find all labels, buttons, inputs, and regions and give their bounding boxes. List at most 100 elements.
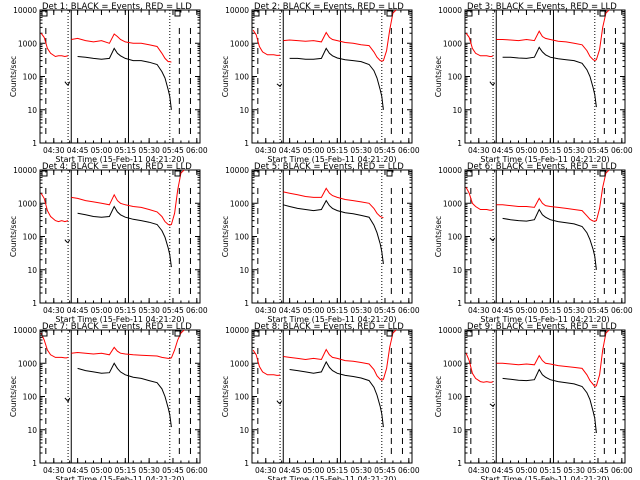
- lld-series-line: [252, 329, 397, 381]
- y-tick-label: 10000: [225, 6, 249, 15]
- x-tick-label: 05:00: [516, 306, 538, 315]
- y-tick-label: 100: [23, 73, 38, 82]
- corner-marker: [253, 170, 260, 177]
- x-axis-label: Start Time (15-Feb-11 04:21:20): [55, 475, 184, 480]
- x-tick-label: 05:45: [587, 466, 609, 475]
- corner-marker: [466, 10, 473, 17]
- x-tick-label: 05:45: [587, 306, 609, 315]
- y-tick-label: 100: [235, 233, 250, 242]
- y-tick-label: 1000: [443, 39, 462, 48]
- x-axis-label: Start Time (15-Feb-11 04:21:20): [55, 315, 184, 324]
- lld-series-line: [283, 187, 384, 219]
- x-axis-label: Start Time (15-Feb-11 04:21:20): [480, 315, 609, 324]
- x-tick-label: 06:00: [611, 146, 633, 155]
- y-tick-label: 100: [235, 73, 250, 82]
- x-tick-label: 05:00: [516, 466, 538, 475]
- x-tick-label: 06:00: [398, 466, 420, 475]
- x-tick-label: 04:45: [67, 466, 89, 475]
- detector-panel-5: Det 5: BLACK = Events, RED = LLD 1 10 100 10…: [221, 162, 420, 324]
- events-series-line: [489, 46, 597, 108]
- x-tick-label: 05:45: [374, 146, 396, 155]
- x-tick-label: 05:15: [114, 306, 136, 315]
- x-tick-label: 05:00: [91, 466, 113, 475]
- detector-panel-6: Det 6: BLACK = Events, RED = LLD 1 10 100 10…: [434, 162, 633, 324]
- x-tick-label: 04:30: [43, 466, 65, 475]
- x-tick-label: 05:15: [114, 146, 136, 155]
- lld-series-line: [40, 329, 185, 359]
- x-tick-label: 05:15: [326, 466, 348, 475]
- panel-title: Det 7: BLACK = Events, RED = LLD: [42, 322, 192, 332]
- y-tick-label: 10: [27, 266, 37, 275]
- x-tick-label: 04:45: [492, 306, 514, 315]
- y-tick-label: 10: [27, 426, 37, 435]
- x-tick-label: 06:00: [186, 306, 208, 315]
- y-tick-label: 10: [27, 106, 37, 115]
- x-tick-label: 05:45: [162, 306, 184, 315]
- detector-panel-2: Det 2: BLACK = Events, RED = LLD 1 10 100 10…: [221, 2, 420, 164]
- y-tick-label: 1: [32, 299, 37, 308]
- corner-marker: [599, 170, 606, 177]
- y-tick-label: 10: [452, 106, 462, 115]
- plot-frame: [251, 9, 413, 144]
- y-tick-label: 1: [457, 299, 462, 308]
- x-tick-label: 04:30: [468, 466, 490, 475]
- x-tick-label: 05:00: [91, 146, 113, 155]
- panel-title: Det 9: BLACK = Events, RED = LLD: [467, 322, 617, 332]
- detector-panel-7: Det 7: BLACK = Events, RED = LLD 1 10 100 10…: [9, 322, 208, 480]
- x-tick-label: 04:30: [468, 146, 490, 155]
- panel-title: Det 8: BLACK = Events, RED = LLD: [254, 322, 404, 332]
- events-series-line: [283, 199, 384, 264]
- panel-title: Det 4: BLACK = Events, RED = LLD: [42, 162, 192, 172]
- panel-title: Det 5: BLACK = Events, RED = LLD: [254, 162, 404, 172]
- y-tick-label: 100: [23, 393, 38, 402]
- y-tick-label: 10000: [13, 326, 37, 335]
- x-tick-label: 04:30: [43, 146, 65, 155]
- corner-marker: [386, 330, 393, 337]
- x-axis-label: Start Time (15-Feb-11 04:21:20): [267, 475, 396, 480]
- corner-marker: [253, 330, 260, 337]
- x-tick-label: 05:00: [516, 146, 538, 155]
- x-axis-label: Start Time (15-Feb-11 04:21:20): [267, 155, 396, 164]
- x-tick-label: 05:45: [587, 146, 609, 155]
- x-tick-label: 04:45: [67, 306, 89, 315]
- y-tick-label: 1000: [443, 359, 462, 368]
- y-tick-label: 1: [457, 139, 462, 148]
- x-tick-label: 04:30: [255, 306, 277, 315]
- corner-marker: [253, 10, 260, 17]
- corner-marker: [386, 10, 393, 17]
- y-tick-label: 10: [239, 426, 249, 435]
- corner-marker: [174, 170, 181, 177]
- y-tick-label: 100: [448, 233, 463, 242]
- events-series-line: [489, 208, 597, 270]
- y-tick-label: 1000: [230, 359, 249, 368]
- detector-panel-8: Det 8: BLACK = Events, RED = LLD 1 10 100 10…: [221, 322, 420, 480]
- y-tick-label: 100: [448, 73, 463, 82]
- x-axis-label: Start Time (15-Feb-11 04:21:20): [55, 155, 184, 164]
- x-tick-label: 05:45: [162, 146, 184, 155]
- x-tick-label: 05:30: [350, 466, 372, 475]
- y-tick-label: 10: [239, 106, 249, 115]
- lld-series-line: [465, 329, 610, 388]
- y-tick-label: 1: [32, 459, 37, 468]
- x-tick-label: 06:00: [398, 306, 420, 315]
- y-tick-label: 10000: [438, 166, 462, 175]
- x-tick-label: 04:45: [279, 466, 301, 475]
- lld-series-line: [465, 9, 610, 62]
- x-tick-label: 04:45: [67, 146, 89, 155]
- y-tick-label: 10000: [438, 6, 462, 15]
- plot-frame: [464, 9, 626, 144]
- corner-marker: [41, 330, 48, 337]
- x-tick-label: 06:00: [611, 466, 633, 475]
- plot-frame: [39, 169, 201, 304]
- x-tick-label: 05:30: [350, 306, 372, 315]
- y-tick-label: 10000: [13, 6, 37, 15]
- y-tick-label: 100: [23, 233, 38, 242]
- y-tick-label: 1: [244, 139, 249, 148]
- x-tick-label: 05:15: [326, 146, 348, 155]
- y-tick-label: 10: [452, 266, 462, 275]
- detector-panel-4: Det 4: BLACK = Events, RED = LLD 1 10 100 10…: [9, 162, 208, 324]
- x-tick-label: 04:30: [255, 146, 277, 155]
- x-tick-label: 04:30: [43, 306, 65, 315]
- events-series-line: [64, 205, 172, 268]
